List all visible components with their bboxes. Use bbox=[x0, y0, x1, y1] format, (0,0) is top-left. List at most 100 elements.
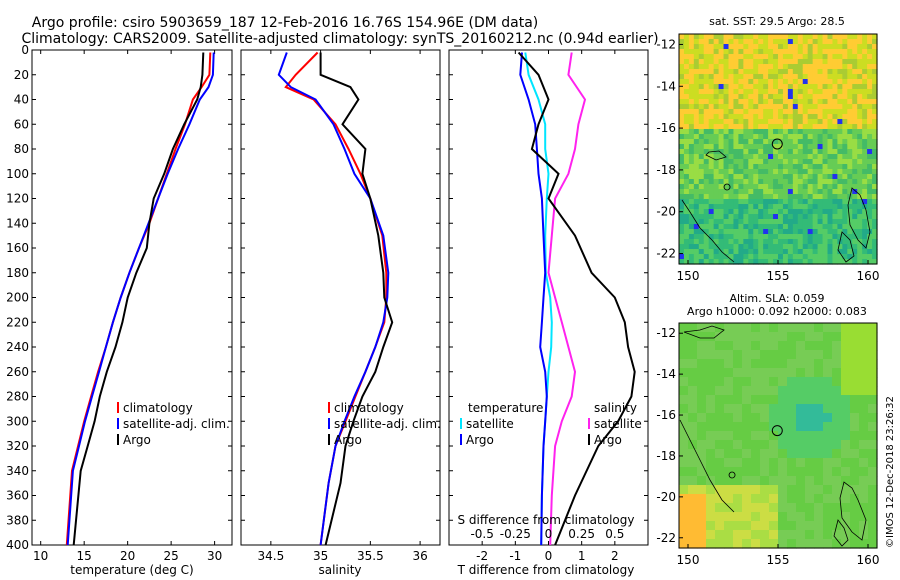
map-cell bbox=[769, 386, 779, 396]
map-cell bbox=[758, 144, 764, 150]
map-cell bbox=[812, 184, 819, 190]
map-cell bbox=[837, 169, 843, 175]
map-cell bbox=[868, 539, 878, 549]
map-cell bbox=[733, 144, 739, 150]
map-cell bbox=[857, 194, 863, 200]
map-cell bbox=[857, 39, 863, 45]
map-cell bbox=[841, 431, 851, 441]
legend-label-salinity-satellite: satellite bbox=[594, 417, 642, 431]
map-cell bbox=[748, 234, 754, 240]
map-cell bbox=[773, 189, 779, 195]
map-cell bbox=[817, 229, 824, 235]
map-cell bbox=[751, 503, 761, 513]
map-cell bbox=[773, 94, 779, 100]
map-cell bbox=[817, 199, 824, 205]
map-cell bbox=[778, 119, 784, 125]
map-cell bbox=[733, 530, 743, 540]
map-cell bbox=[857, 114, 863, 120]
map-cell bbox=[718, 34, 725, 40]
map-cell bbox=[688, 119, 695, 125]
map-cell bbox=[743, 259, 749, 265]
map-cell bbox=[738, 209, 744, 215]
map-cell bbox=[867, 149, 873, 155]
map-cell bbox=[713, 119, 720, 125]
map-cell bbox=[728, 84, 735, 90]
map-cell bbox=[698, 229, 705, 235]
map-cell bbox=[723, 49, 730, 55]
map-cell bbox=[852, 134, 858, 140]
map-cell bbox=[837, 89, 843, 95]
map-cell bbox=[807, 79, 814, 85]
map-cell bbox=[822, 149, 829, 155]
map-cell bbox=[812, 189, 819, 195]
y-tick-label: 120 bbox=[6, 192, 29, 206]
map-cell bbox=[768, 69, 774, 75]
map-cell bbox=[683, 139, 690, 145]
map-cell bbox=[706, 521, 716, 531]
map-cell bbox=[807, 74, 814, 80]
map-cell bbox=[713, 199, 720, 205]
map-cell bbox=[679, 159, 685, 165]
map-cell bbox=[733, 59, 739, 65]
map-cell bbox=[769, 476, 779, 486]
map-cell bbox=[718, 134, 725, 140]
map-cell bbox=[718, 149, 725, 155]
map-cell bbox=[822, 189, 829, 195]
map-cell bbox=[688, 254, 695, 260]
map-cell bbox=[832, 440, 842, 450]
map-cell bbox=[796, 467, 806, 477]
map-cell bbox=[862, 184, 868, 190]
map-cell bbox=[751, 476, 761, 486]
map-cell bbox=[792, 139, 799, 145]
map-cell bbox=[679, 99, 685, 105]
map-cell bbox=[832, 59, 838, 65]
map-cell bbox=[743, 149, 749, 155]
map-cell bbox=[748, 64, 754, 70]
map-cell bbox=[773, 179, 779, 185]
map-cell bbox=[842, 169, 848, 175]
map-cell bbox=[693, 109, 700, 115]
map-cell bbox=[797, 44, 804, 50]
map-cell bbox=[713, 129, 720, 135]
map-cell bbox=[769, 485, 779, 495]
map-cell bbox=[857, 249, 863, 255]
map-cell bbox=[832, 34, 838, 40]
map-cell bbox=[827, 149, 834, 155]
map-cell bbox=[683, 64, 690, 70]
map-cell bbox=[837, 209, 843, 215]
map-cell bbox=[688, 224, 695, 230]
x-tick-label: 25 bbox=[163, 549, 178, 563]
map-cell bbox=[768, 39, 774, 45]
map-cell bbox=[733, 49, 739, 55]
map-cell bbox=[812, 209, 819, 215]
map-cell bbox=[763, 189, 769, 195]
map-cell bbox=[697, 341, 707, 351]
map-cell bbox=[728, 74, 735, 80]
map-cell bbox=[832, 219, 838, 225]
map-cell bbox=[738, 94, 744, 100]
map-cell bbox=[792, 159, 799, 165]
map-cell bbox=[832, 109, 838, 115]
map-cell bbox=[763, 154, 769, 160]
map-cell bbox=[713, 184, 720, 190]
map-cell bbox=[823, 449, 833, 459]
map-cell bbox=[837, 109, 843, 115]
map-cell bbox=[713, 104, 720, 110]
map-cell bbox=[778, 539, 788, 549]
map-cell bbox=[862, 209, 868, 215]
map-cell bbox=[733, 244, 739, 250]
map-cell bbox=[769, 494, 779, 504]
map-cell bbox=[723, 64, 730, 70]
map-cell bbox=[787, 539, 797, 549]
map-cell bbox=[703, 204, 710, 210]
map-cell bbox=[728, 174, 735, 180]
map-cell bbox=[867, 209, 873, 215]
map-cell bbox=[782, 149, 789, 155]
map-cell bbox=[842, 99, 848, 105]
map-cell bbox=[733, 99, 739, 105]
map-cell bbox=[842, 114, 848, 120]
map-cell bbox=[753, 234, 759, 240]
map-cell bbox=[768, 169, 774, 175]
map-cell bbox=[807, 119, 814, 125]
map-cell bbox=[872, 144, 878, 150]
